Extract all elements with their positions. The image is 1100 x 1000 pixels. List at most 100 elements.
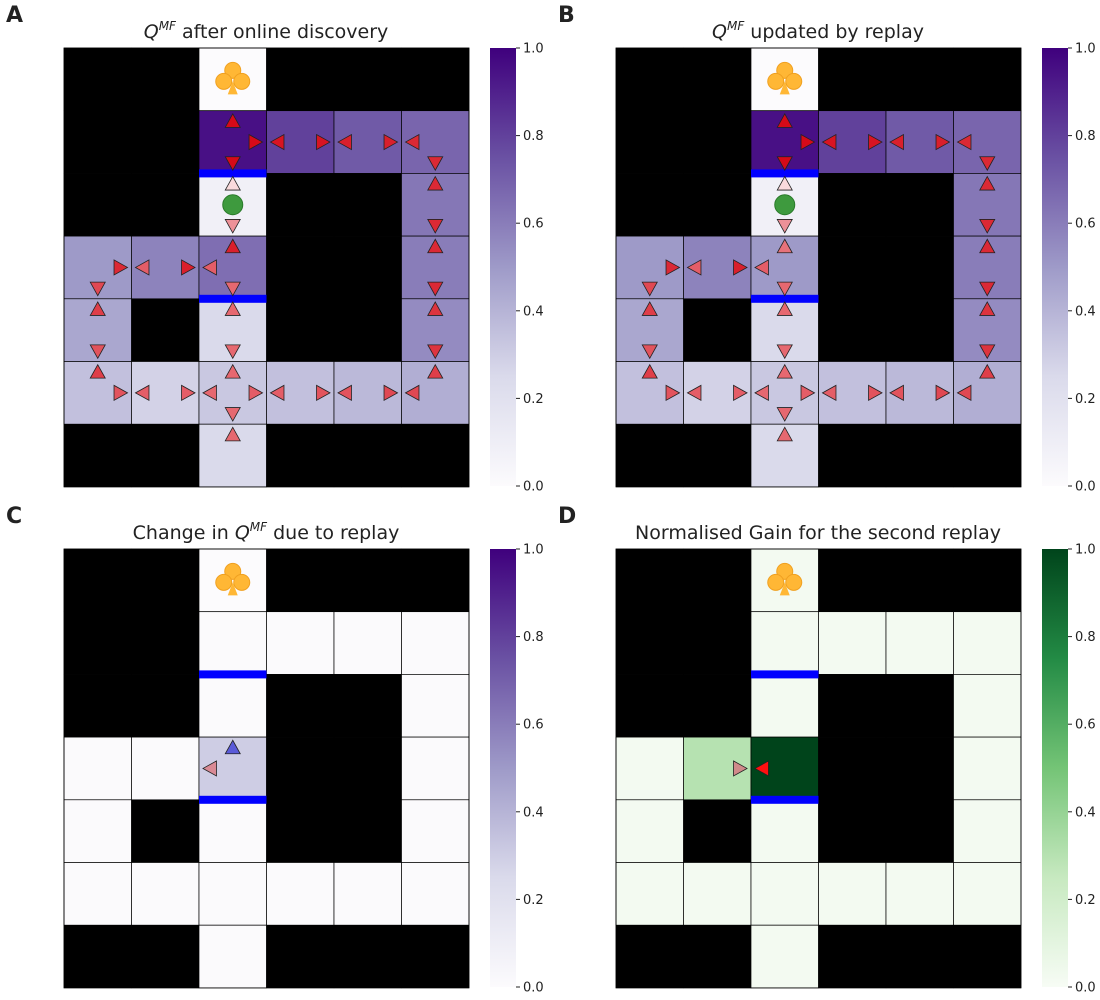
q-arrow-up — [427, 175, 444, 191]
wall-cell — [885, 924, 954, 989]
heatmap-cell — [131, 736, 200, 801]
wall-cell — [333, 548, 402, 612]
q-arrow-left — [956, 133, 972, 151]
heatmap-cell — [198, 674, 267, 738]
q-arrow-left — [202, 384, 217, 402]
barrier-line — [199, 294, 267, 303]
wall-cell — [615, 924, 684, 989]
colorbar-tick-label: 0.4 — [523, 304, 544, 319]
colorbar-tick-label: 0.2 — [1075, 392, 1096, 407]
q-arrow-down — [224, 156, 241, 172]
heatmap-cell — [818, 611, 887, 675]
heatmap-cell — [401, 674, 470, 738]
wall-cell — [266, 298, 335, 362]
heatmap-cell — [683, 862, 752, 926]
q-arrow-up — [224, 175, 241, 191]
colorbar-tick-label: 1.0 — [523, 42, 544, 57]
q-arrow-down — [979, 344, 996, 360]
heatmap-cell — [401, 799, 470, 863]
heatmap-cell — [266, 862, 335, 926]
wall-cell — [885, 235, 954, 300]
q-arrow-up — [224, 113, 241, 128]
panel-title: QMF updated by replay — [712, 19, 924, 43]
circle-agent-icon — [222, 194, 244, 216]
q-arrow-right — [113, 259, 129, 276]
wall-cell — [131, 674, 200, 738]
q-arrow-left — [134, 384, 150, 402]
colorbar-tick-label: 0.6 — [523, 718, 544, 733]
barrier-line — [751, 795, 819, 804]
club-icon — [215, 61, 251, 95]
colorbar-gradient — [1042, 549, 1068, 987]
wall-cell — [401, 924, 470, 989]
q-arrow-left — [889, 384, 904, 402]
q-arrow-down — [224, 407, 241, 422]
heatmap-cell — [198, 611, 267, 675]
heatmap-cell — [750, 674, 819, 738]
q-arrow-left — [269, 133, 285, 151]
wall-cell — [131, 173, 200, 237]
wall-cell — [818, 924, 887, 989]
heatmap-cell — [953, 674, 1022, 738]
q-arrow-left — [754, 384, 769, 402]
wall-cell — [683, 548, 752, 612]
q-arrow-up — [224, 426, 241, 442]
heatmap-cell — [401, 862, 470, 926]
barrier-line — [199, 795, 267, 804]
colorbar-tick-label: 1.0 — [1075, 42, 1096, 57]
q-arrow-right — [800, 133, 816, 151]
q-arrow-left — [956, 384, 972, 402]
colorbar-tick-label: 0.8 — [1075, 630, 1096, 645]
heatmap-cell — [333, 862, 402, 926]
heatmap-cell — [750, 611, 819, 675]
q-arrow-up — [89, 363, 106, 379]
q-arrow-up — [776, 301, 793, 316]
colorbar: 0.0 0.2 0.4 0.6 0.8 1.0 — [490, 543, 544, 996]
q-arrow-up — [89, 301, 106, 316]
q-arrow-right — [800, 384, 816, 402]
q-arrow-left — [134, 259, 150, 276]
wall-cell — [333, 235, 402, 300]
q-arrow-up — [641, 301, 658, 316]
heatmap-cell — [63, 736, 132, 801]
q-arrow-up — [979, 363, 996, 379]
q-arrow-left — [337, 133, 352, 151]
q-arrow-left — [404, 133, 420, 151]
colorbar-tick-label: 1.0 — [1075, 543, 1096, 558]
barrier-line — [751, 670, 819, 679]
wall-cell — [333, 423, 402, 488]
barrier-line — [751, 294, 819, 303]
colorbar-tick-label: 0.2 — [1075, 893, 1096, 908]
q-arrow-right — [248, 133, 264, 151]
colorbar-tick-label: 0.6 — [523, 217, 544, 232]
panel-c: C Change in QMF due to replay 0.00.20.40… — [6, 504, 544, 996]
colorbar-gradient — [1042, 48, 1068, 486]
club-icon — [215, 562, 251, 596]
q-arrow-down — [89, 344, 106, 360]
q-arrow-left — [754, 760, 769, 777]
wall-cell — [683, 924, 752, 989]
q-arrow-right — [316, 133, 331, 151]
colorbar-tick-label: 0.0 — [1075, 480, 1096, 495]
barrier-line — [751, 169, 819, 178]
heatmap-cell — [885, 611, 954, 675]
colorbar: 0.0 0.2 0.4 0.6 0.8 1.0 — [490, 42, 544, 495]
q-arrow-down — [979, 156, 996, 172]
q-arrow-left — [686, 384, 702, 402]
wall-cell — [63, 674, 132, 738]
wall-cell — [266, 799, 335, 863]
wall-cell — [131, 47, 200, 111]
wall-cell — [818, 799, 887, 863]
heatmap-cell — [198, 47, 267, 112]
q-arrow-right — [665, 384, 681, 402]
q-arrow-down — [224, 344, 241, 360]
q-arrow-up — [979, 301, 996, 316]
colorbar-tick-label: 0.6 — [1075, 217, 1096, 232]
q-arrow-down — [979, 281, 996, 297]
wall-cell — [953, 548, 1022, 612]
colorbar-tick-label: 0.4 — [1075, 304, 1096, 319]
colorbar-gradient — [490, 48, 516, 486]
q-arrow-down — [427, 219, 444, 234]
q-arrow-up — [776, 363, 793, 379]
circle-agent-icon — [774, 194, 796, 216]
